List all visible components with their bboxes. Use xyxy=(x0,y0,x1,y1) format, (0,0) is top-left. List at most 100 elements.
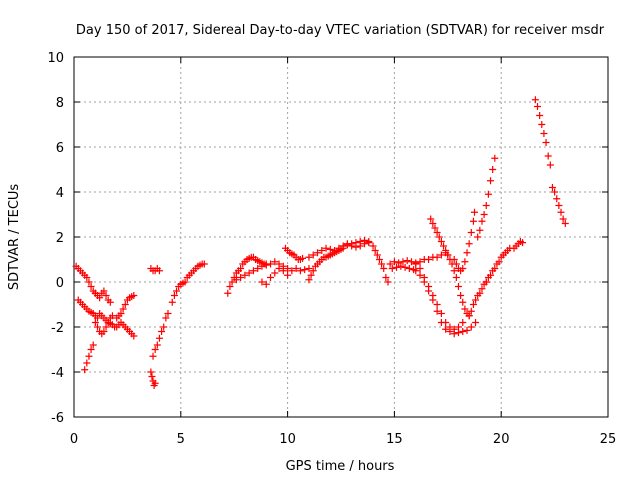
data-point xyxy=(489,166,497,173)
data-point xyxy=(437,251,445,259)
data-point xyxy=(254,265,262,272)
data-point xyxy=(348,242,356,250)
data-point xyxy=(299,254,307,262)
data-point xyxy=(262,280,270,288)
data-point xyxy=(375,256,383,263)
data-point xyxy=(416,265,424,272)
data-point xyxy=(467,307,475,315)
data-point xyxy=(459,319,467,326)
data-point xyxy=(335,244,343,252)
data-point xyxy=(427,215,435,223)
data-point xyxy=(472,319,480,326)
data-point xyxy=(397,262,405,270)
data-point xyxy=(491,154,499,162)
data-point xyxy=(130,332,138,340)
data-point xyxy=(457,292,465,299)
data-point xyxy=(538,121,546,128)
data-point xyxy=(378,260,386,268)
data-point xyxy=(403,257,411,265)
y-tick-label: -4 xyxy=(51,366,64,381)
data-point xyxy=(226,283,234,290)
data-point xyxy=(433,229,441,236)
data-point xyxy=(155,267,163,275)
data-point xyxy=(331,247,339,254)
data-point xyxy=(469,217,477,225)
data-point xyxy=(412,267,420,275)
data-point xyxy=(369,242,377,250)
data-point xyxy=(83,274,91,281)
data-point xyxy=(442,325,450,333)
data-point xyxy=(106,298,114,306)
data-point xyxy=(160,323,168,331)
x-tick-labels: 0 5 10 15 20 25 xyxy=(70,432,616,447)
data-point xyxy=(87,283,95,290)
data-point xyxy=(459,265,467,272)
x-tick-label: 10 xyxy=(279,432,296,447)
data-point xyxy=(425,256,433,263)
data-point xyxy=(476,226,484,234)
data-point xyxy=(147,368,155,376)
data-point xyxy=(437,238,445,245)
data-point xyxy=(93,323,101,331)
data-point xyxy=(471,208,478,216)
data-point xyxy=(305,265,313,272)
data-point xyxy=(267,260,275,268)
data-point xyxy=(399,258,407,266)
data-point xyxy=(87,346,95,353)
data-point xyxy=(91,319,99,326)
data-point xyxy=(85,352,93,360)
data-point xyxy=(200,260,208,268)
data-point xyxy=(388,265,396,272)
data-point xyxy=(279,267,287,275)
data-point xyxy=(292,265,300,272)
data-point xyxy=(431,224,439,232)
data-point xyxy=(181,278,189,286)
data-point xyxy=(162,314,170,322)
data-point xyxy=(158,328,166,335)
data-point xyxy=(482,278,490,286)
data-point xyxy=(450,256,458,263)
data-point xyxy=(429,220,437,227)
data-point xyxy=(446,323,454,331)
data-point xyxy=(459,298,467,306)
data-point xyxy=(407,258,415,266)
data-point xyxy=(81,366,89,374)
data-point xyxy=(553,195,561,203)
data-point xyxy=(307,271,315,279)
data-point xyxy=(472,296,480,304)
data-point xyxy=(322,244,330,252)
data-points xyxy=(72,96,569,389)
data-point xyxy=(271,258,279,266)
data-point xyxy=(249,267,257,275)
data-point xyxy=(85,278,93,286)
data-point xyxy=(440,242,448,250)
data-point xyxy=(151,346,159,353)
data-point xyxy=(237,274,245,281)
data-point xyxy=(454,323,462,331)
data-point xyxy=(224,289,232,297)
data-point xyxy=(433,301,441,308)
data-point xyxy=(339,242,347,250)
data-point xyxy=(245,269,253,277)
data-point xyxy=(168,298,176,306)
data-point xyxy=(557,208,565,216)
data-point xyxy=(482,202,490,209)
data-point xyxy=(495,258,503,266)
data-point xyxy=(100,287,108,295)
data-point xyxy=(130,292,138,299)
data-point xyxy=(429,292,437,299)
data-point xyxy=(305,253,313,261)
axis-ticks xyxy=(73,56,609,418)
data-point xyxy=(442,319,450,326)
data-point xyxy=(534,103,542,110)
data-point xyxy=(433,253,441,261)
data-point xyxy=(326,245,334,253)
data-point xyxy=(258,262,266,270)
y-tick-labels: -6 -4 -2 0 2 4 6 8 10 xyxy=(47,51,64,426)
data-point xyxy=(237,265,245,272)
x-axis-label: GPS time / hours xyxy=(286,459,395,474)
y-tick-label: -6 xyxy=(51,411,64,426)
data-point xyxy=(461,305,469,313)
x-tick-label: 5 xyxy=(177,432,185,447)
